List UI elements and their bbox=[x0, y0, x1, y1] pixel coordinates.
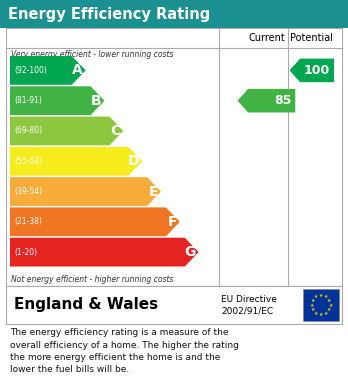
Bar bbox=[6, 286, 342, 324]
Text: E: E bbox=[149, 185, 158, 199]
Text: ★: ★ bbox=[314, 294, 318, 299]
Text: (81-91): (81-91) bbox=[14, 96, 42, 105]
Text: ★: ★ bbox=[327, 307, 332, 312]
Bar bbox=[0, 0, 348, 28]
Polygon shape bbox=[290, 59, 334, 82]
Text: England & Wales: England & Wales bbox=[14, 298, 158, 312]
Text: ★: ★ bbox=[310, 298, 315, 303]
Text: ★: ★ bbox=[319, 312, 323, 317]
Text: ★: ★ bbox=[329, 303, 333, 307]
Polygon shape bbox=[10, 56, 86, 85]
Polygon shape bbox=[10, 117, 123, 145]
Text: Very energy efficient - lower running costs: Very energy efficient - lower running co… bbox=[11, 50, 174, 59]
Text: (1-20): (1-20) bbox=[14, 248, 37, 256]
Text: ★: ★ bbox=[310, 307, 315, 312]
Polygon shape bbox=[10, 208, 180, 236]
Polygon shape bbox=[238, 89, 295, 113]
Bar bbox=[6, 28, 342, 286]
Text: A: A bbox=[72, 63, 82, 77]
Polygon shape bbox=[10, 177, 161, 206]
Text: D: D bbox=[128, 154, 139, 168]
Text: (39-54): (39-54) bbox=[14, 187, 42, 196]
Text: 85: 85 bbox=[274, 94, 291, 107]
Text: (92-100): (92-100) bbox=[14, 66, 47, 75]
Text: B: B bbox=[91, 94, 101, 108]
Text: (21-38): (21-38) bbox=[14, 217, 42, 226]
Bar bbox=[303, 289, 339, 321]
Text: Current: Current bbox=[248, 33, 285, 43]
Text: (55-68): (55-68) bbox=[14, 157, 42, 166]
Text: C: C bbox=[110, 124, 120, 138]
Text: (69-80): (69-80) bbox=[14, 126, 42, 135]
Polygon shape bbox=[10, 86, 104, 115]
Text: ★: ★ bbox=[324, 294, 328, 299]
Text: F: F bbox=[167, 215, 177, 229]
Text: 100: 100 bbox=[304, 64, 330, 77]
Text: ★: ★ bbox=[327, 298, 332, 303]
Polygon shape bbox=[10, 147, 142, 176]
Text: G: G bbox=[184, 245, 196, 259]
Text: Potential: Potential bbox=[290, 33, 333, 43]
Text: The energy efficiency rating is a measure of the
overall efficiency of a home. T: The energy efficiency rating is a measur… bbox=[10, 328, 239, 375]
Text: ★: ★ bbox=[309, 303, 314, 307]
Text: ★: ★ bbox=[319, 293, 323, 298]
Text: EU Directive
2002/91/EC: EU Directive 2002/91/EC bbox=[221, 294, 277, 316]
Text: ★: ★ bbox=[324, 311, 328, 316]
Text: ★: ★ bbox=[314, 311, 318, 316]
Text: Not energy efficient - higher running costs: Not energy efficient - higher running co… bbox=[11, 275, 174, 284]
Text: Energy Efficiency Rating: Energy Efficiency Rating bbox=[8, 7, 210, 22]
Polygon shape bbox=[10, 238, 199, 267]
